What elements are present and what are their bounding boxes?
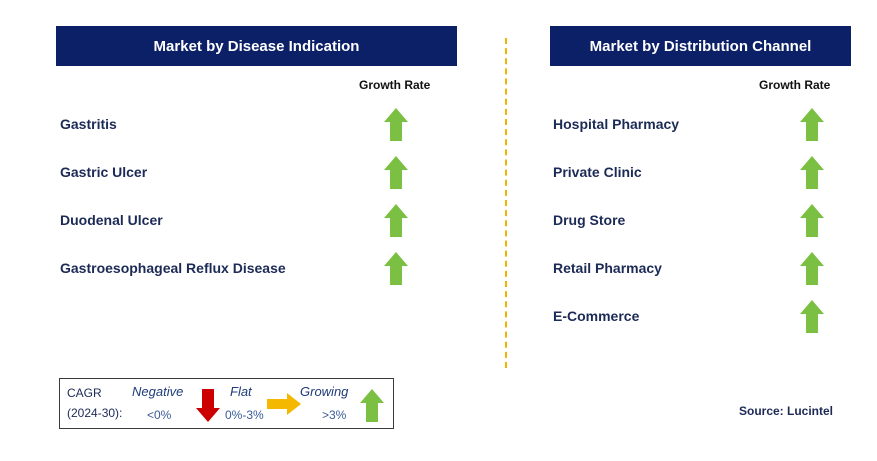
legend-flat-range: 0%-3% [225,408,264,422]
growth-up-arrow-icon [384,204,408,242]
row-label: Hospital Pharmacy [553,116,680,132]
growth-up-arrow-icon [800,156,824,194]
row-label: Gastric Ulcer [60,164,148,180]
panel-divider [505,38,507,368]
right-panel-title: Market by Distribution Channel [550,26,851,66]
growth-up-arrow-icon [384,252,408,290]
legend-negative-range: <0% [147,408,172,422]
legend-negative-label: Negative [132,384,184,399]
row-label: Private Clinic [553,164,642,180]
right-growth-rate-header: Growth Rate [759,78,831,92]
cagr-legend: CAGR (2024-30): Negative <0% Flat 0%-3% … [59,378,394,429]
growth-up-arrow-icon [384,156,408,194]
row-label: Gastritis [60,116,117,132]
legend-growing-label: Growing [300,384,349,399]
growth-up-arrow-icon [800,252,824,290]
legend-growing-range: >3% [322,408,347,422]
growth-up-arrow-icon [800,108,824,146]
row-label: Gastroesophageal Reflux Disease [60,260,286,276]
row-label: Drug Store [553,212,626,228]
legend-flat-label: Flat [230,384,252,399]
growth-up-arrow-icon [800,300,824,338]
legend-cagr-label: CAGR [67,386,102,400]
left-growth-rate-header: Growth Rate [359,78,431,92]
down-arrow-icon [196,389,220,422]
left-panel-title: Market by Disease Indication [56,26,457,66]
up-arrow-icon [360,389,384,422]
growth-up-arrow-icon [384,108,408,146]
row-label: Retail Pharmacy [553,260,662,276]
growth-up-arrow-icon [800,204,824,242]
row-label: Duodenal Ulcer [60,212,163,228]
legend-period: (2024-30): [67,406,123,420]
row-label: E-Commerce [553,308,640,324]
source-note: Source: Lucintel [739,404,834,418]
right-arrow-icon [267,393,301,415]
